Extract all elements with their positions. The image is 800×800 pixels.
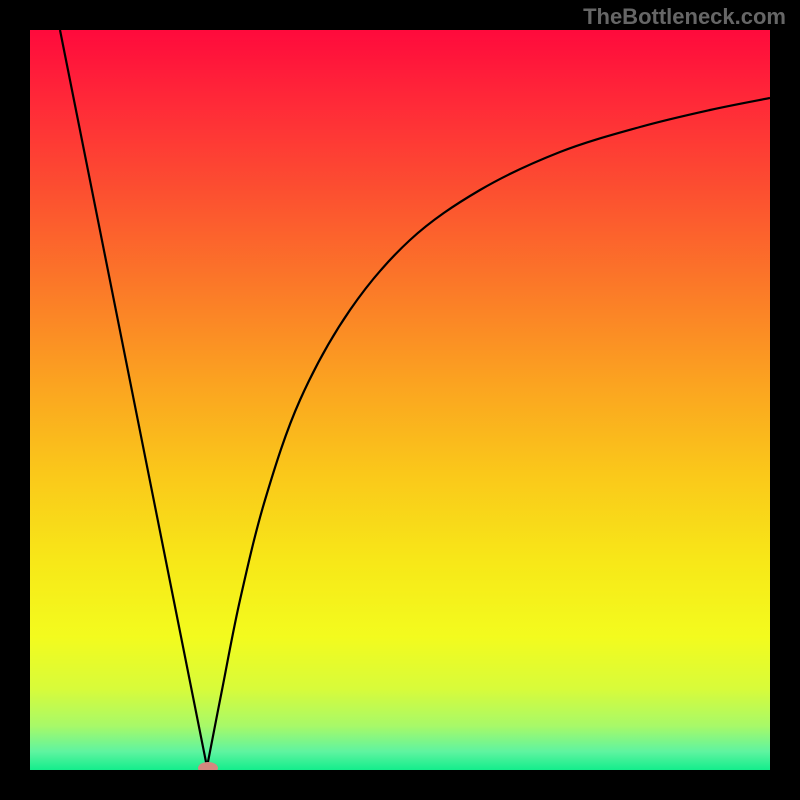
curve-overlay — [0, 0, 800, 800]
marker-group — [198, 762, 218, 774]
curve-right-branch — [207, 98, 770, 767]
chart-container: TheBottleneck.com — [0, 0, 800, 800]
minimum-marker — [198, 762, 218, 774]
curve-left-branch — [60, 30, 207, 767]
watermark-text: TheBottleneck.com — [583, 4, 786, 30]
curve-group — [60, 30, 770, 767]
